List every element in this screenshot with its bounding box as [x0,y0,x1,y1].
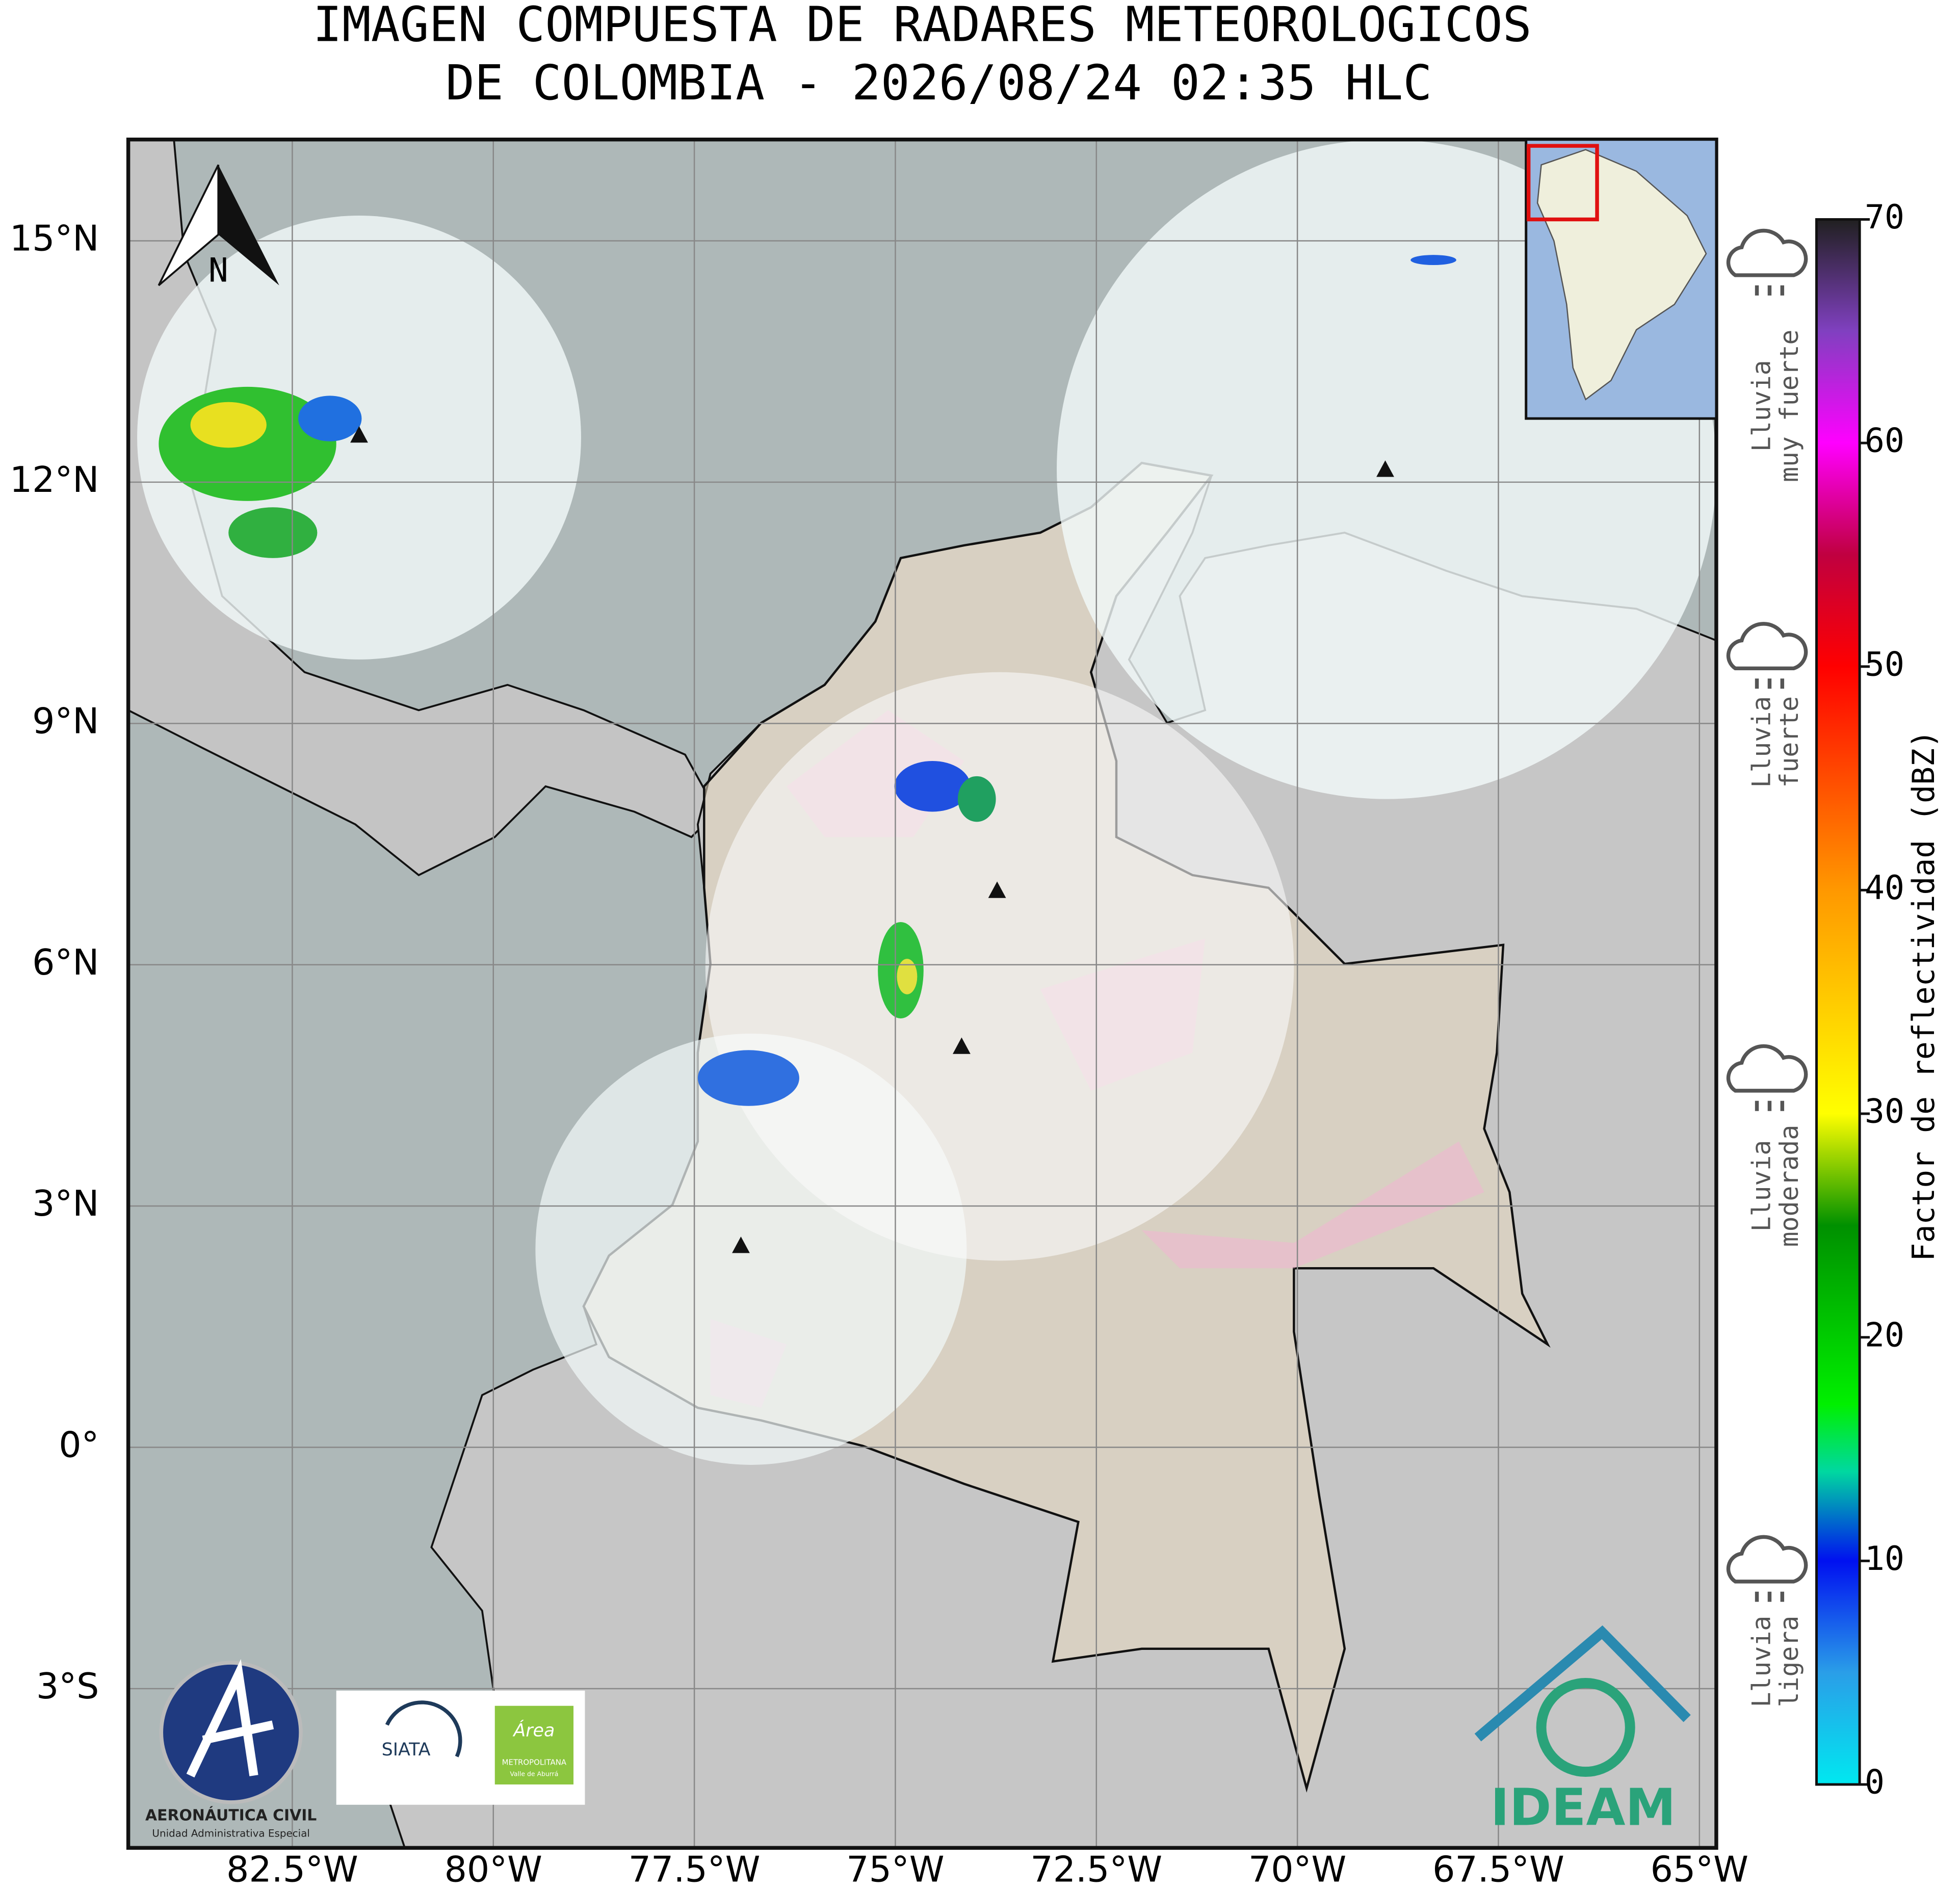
radar-site [988,881,1006,898]
radar-coverage [705,672,1294,1261]
cloud-icon [1726,228,1808,277]
area-emblem [494,1705,574,1784]
ideam-roof [1474,1625,1691,1742]
rain-drops [1755,1100,1785,1111]
graticule [128,139,1716,1848]
colorbar-tick-label: 20 [1865,1316,1904,1354]
radar-site [732,1237,750,1253]
lat-tick-label: 9°N [32,700,99,742]
echo [697,1050,799,1106]
rain-drops [1755,1591,1785,1602]
lon-tick-label: 67.5°W [1432,1849,1564,1890]
radar-sites [350,426,1394,1253]
lat-tick-label: 15°N [10,218,99,259]
echo [1410,255,1456,266]
lat-tick-label: 12°N [10,459,99,501]
legend-label: Lluvia [1747,360,1776,452]
echo [298,396,362,441]
echo [228,507,318,558]
radar-site [350,426,368,443]
lon-tick-label: 75°W [846,1849,944,1890]
map-frame [126,137,1718,1850]
lon-tick-label: 72.5°W [1030,1849,1162,1890]
cloud-icon [1726,1535,1808,1584]
lon-tick-label: 82.5°W [226,1849,358,1890]
legend-label: ligera [1774,1616,1804,1708]
siata-cloud [385,1700,462,1757]
colorbar-tick-label: 30 [1865,1093,1904,1131]
colorbar-tick-label: 70 [1865,198,1904,237]
area-name: Área [512,1719,555,1741]
lat-tick-label: 0° [59,1425,99,1466]
lat-tick-label: 6°N [32,942,99,983]
aero-sub: Unidad Administrativa Especial [152,1828,309,1840]
rain-drops [1755,678,1785,689]
title-line: DE COLOMBIA - 2026/08/24 02:35 HLC [446,55,1432,111]
inset-map [1525,138,1718,420]
colorbar-tick-label: 40 [1865,869,1904,907]
lon-tick-label: 70°W [1248,1849,1346,1890]
echo [894,760,971,812]
area-sub: METROPOLITANA [502,1758,567,1767]
siata-name: SIATA [382,1740,431,1760]
colorbar-label: Factor de reflectividad (dBZ) [1906,730,1942,1261]
echo [957,776,996,822]
north-label: N [208,252,228,290]
lat-tick-label: 3°N [32,1183,99,1224]
colorbar: Factor de reflectividad (dBZ) 0 10 20 30 40 5… [1815,198,1942,1802]
cloud-icon [1726,1044,1808,1093]
legend-label: fuerte [1774,696,1804,788]
echo [897,959,918,994]
legend-label: Lluvia [1747,1140,1776,1232]
colorbar-ramp [1815,218,1861,1786]
inset-extent [1526,144,1599,222]
lon-tick-label: 65°W [1651,1849,1748,1890]
lon-tick-label: 77.5°W [629,1849,761,1890]
lon-tick-label: 80°W [445,1849,542,1890]
logos: AERONÁUTICA CIVIL Unidad Administrativa … [145,1625,1691,1840]
aero-name: AERONÁUTICA CIVIL [145,1806,317,1825]
colorbar-tick-label: 0 [1865,1764,1885,1802]
colorbar-tick-label: 60 [1865,422,1904,460]
echo [190,402,267,448]
radar-site [953,1037,971,1054]
legend-label: Lluvia [1747,696,1776,788]
map-area [128,139,1716,1848]
ideam-name: IDEAM [1491,1779,1676,1837]
rain-drops [1755,285,1785,296]
cloud-icon [1726,622,1808,671]
title-line: IMAGEN COMPUESTA DE RADARES METEOROLOGIC… [313,0,1532,53]
aero-mark [186,1659,274,1778]
lat-tick-label: 3°S [36,1666,99,1707]
colorbar-tick-label: 50 [1865,645,1904,684]
legend-label: Lluvia [1747,1616,1776,1708]
legend-label: moderada [1774,1125,1804,1247]
radar-echoes [159,255,1456,1106]
radar-site [1376,460,1394,477]
ideam-swirl [1536,1677,1635,1777]
colorbar-tick-label: 10 [1865,1540,1904,1578]
inset-land [1536,149,1707,401]
area-sub: Valle de Aburrá [510,1770,558,1778]
legend-label: muy fuerte [1774,329,1804,482]
